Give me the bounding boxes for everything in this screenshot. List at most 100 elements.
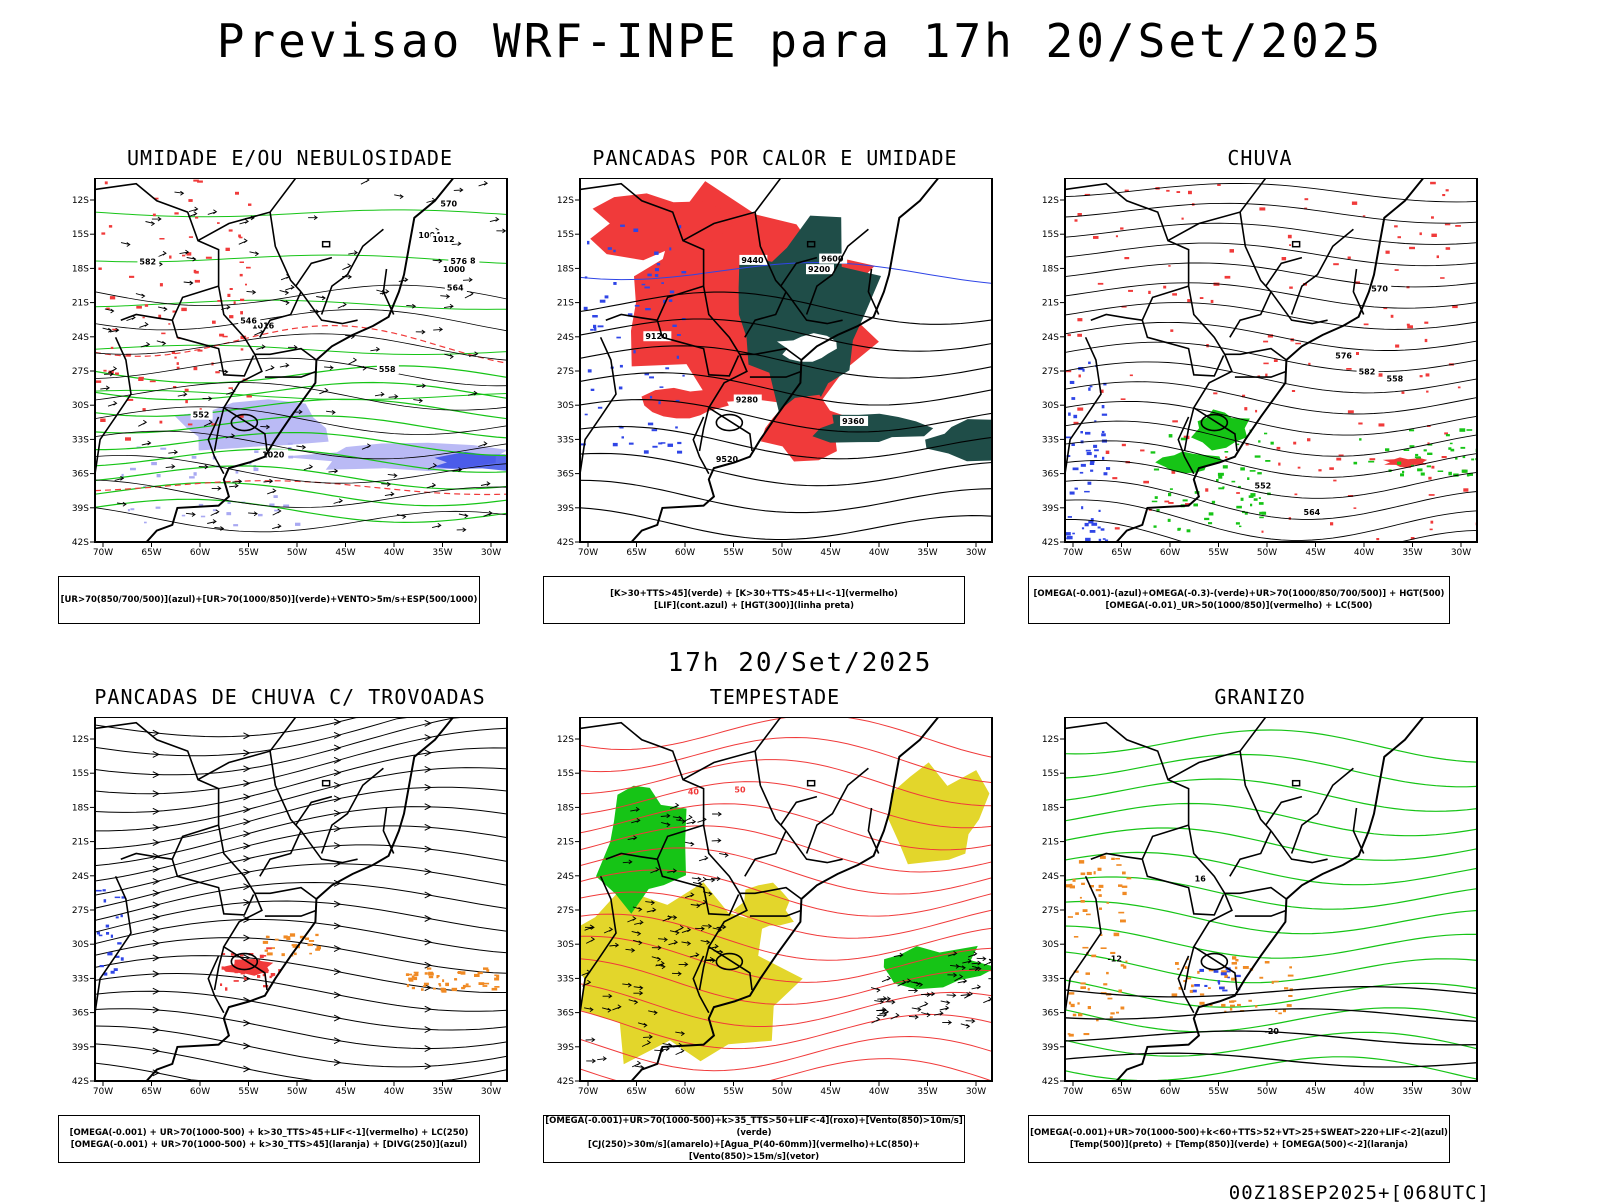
field-speckle <box>1369 458 1376 461</box>
field-speckle <box>1286 1004 1292 1007</box>
field-speckle <box>1089 530 1096 533</box>
wind-vector <box>207 519 217 524</box>
field-speckle <box>613 249 616 253</box>
field-speckle <box>1192 989 1197 993</box>
map-background <box>1065 717 1477 1081</box>
contour-label: 558 <box>379 365 396 374</box>
country-border <box>254 886 317 900</box>
field-speckle <box>1444 223 1451 226</box>
field-speckle <box>1426 390 1429 393</box>
field-speckle <box>1078 1013 1083 1017</box>
field-speckle <box>1287 974 1294 977</box>
field-speckle <box>1248 999 1252 1002</box>
country-border <box>1224 347 1287 361</box>
country-border <box>692 416 710 475</box>
field-speckle <box>1431 465 1435 469</box>
streamline-arrow <box>424 1005 432 1013</box>
field-speckle <box>1081 506 1084 510</box>
lagoon-outline <box>230 952 259 971</box>
label-bg <box>190 409 213 420</box>
lat-tick-label: 39S <box>1042 504 1059 514</box>
streamline-arrow <box>152 807 160 815</box>
field-speckle <box>1099 389 1104 393</box>
field-speckle <box>253 467 259 472</box>
field-speckle <box>634 304 640 307</box>
streamline-arrow <box>152 865 160 873</box>
field-speckle <box>1461 469 1468 473</box>
contour-label: 570 <box>440 199 457 208</box>
field-speckle <box>259 954 264 959</box>
field-speckle <box>129 275 135 278</box>
field-blob <box>888 762 990 865</box>
lat-tick-label: 30S <box>557 940 574 950</box>
field-speckle <box>1406 323 1410 326</box>
field-speckle <box>1336 457 1342 461</box>
lat-tick-label: 15S <box>1042 769 1059 779</box>
contour-line <box>95 333 507 361</box>
lon-tick-label: 30W <box>481 548 501 558</box>
field-speckle <box>647 422 654 426</box>
streamline-arrow <box>152 901 160 909</box>
wind-vector <box>658 937 668 942</box>
field-speckle <box>291 944 298 947</box>
country-border <box>1167 178 1267 242</box>
country-border <box>264 370 317 378</box>
field-speckle <box>1448 471 1452 476</box>
lat-tick-label: 36S <box>1042 1009 1059 1019</box>
field-speckle <box>1199 993 1205 996</box>
lat-tick-label: 30S <box>1042 401 1059 411</box>
contour-line <box>1065 827 1477 861</box>
field-speckle <box>286 937 291 940</box>
lat-tick-label: 39S <box>72 504 89 514</box>
lat-tick-label: 30S <box>72 940 89 950</box>
country-border <box>1352 268 1365 315</box>
field-speckle <box>1114 527 1120 530</box>
wind-vector <box>962 958 972 964</box>
lat-tick-label: 18S <box>557 803 574 813</box>
label-bg <box>733 394 762 405</box>
field-speckle <box>1238 485 1241 489</box>
wind-vector <box>660 813 671 819</box>
streamline-arrow <box>424 1026 432 1033</box>
wind-vector <box>602 993 613 999</box>
wind-vector <box>881 975 892 983</box>
wind-vector <box>947 951 958 957</box>
field-speckle <box>1220 972 1227 976</box>
wind-vector <box>631 818 641 824</box>
field-speckle <box>1189 463 1194 466</box>
contour-line <box>95 455 507 484</box>
field-speckle <box>1242 394 1246 398</box>
contour-label: 1012 <box>432 235 454 244</box>
wind-vector <box>651 945 662 951</box>
lat-tick-label: 36S <box>1042 470 1059 480</box>
wind-vector <box>468 351 479 357</box>
field-speckle <box>1090 460 1095 463</box>
contour-line <box>580 825 992 873</box>
field-speckle <box>1267 334 1273 338</box>
field-speckle <box>130 467 136 471</box>
field-speckle <box>658 442 663 445</box>
wind-vector <box>238 238 248 245</box>
lat-tick-label: 36S <box>72 470 89 480</box>
wind-vector <box>157 306 168 312</box>
field-speckle <box>491 987 498 991</box>
wind-vector <box>174 190 185 196</box>
label-bg <box>805 264 834 275</box>
contour-line <box>95 482 507 507</box>
field-speckle <box>288 455 294 459</box>
field-speckle <box>1191 984 1194 988</box>
field-speckle <box>219 333 225 337</box>
field-speckle <box>220 983 223 986</box>
country-border <box>95 875 132 1016</box>
map-frame <box>1064 717 1478 1082</box>
wind-vector <box>705 877 716 883</box>
lat-tick-label: 33S <box>557 435 574 445</box>
wind-vector <box>946 993 957 998</box>
field-speckle <box>1185 503 1191 506</box>
lat-tick-label: 15S <box>1042 230 1059 240</box>
country-border <box>1270 830 1328 864</box>
wind-vector <box>440 294 451 299</box>
field-speckle <box>675 426 678 429</box>
wind-vector <box>870 987 881 993</box>
field-speckle <box>1087 1006 1091 1010</box>
